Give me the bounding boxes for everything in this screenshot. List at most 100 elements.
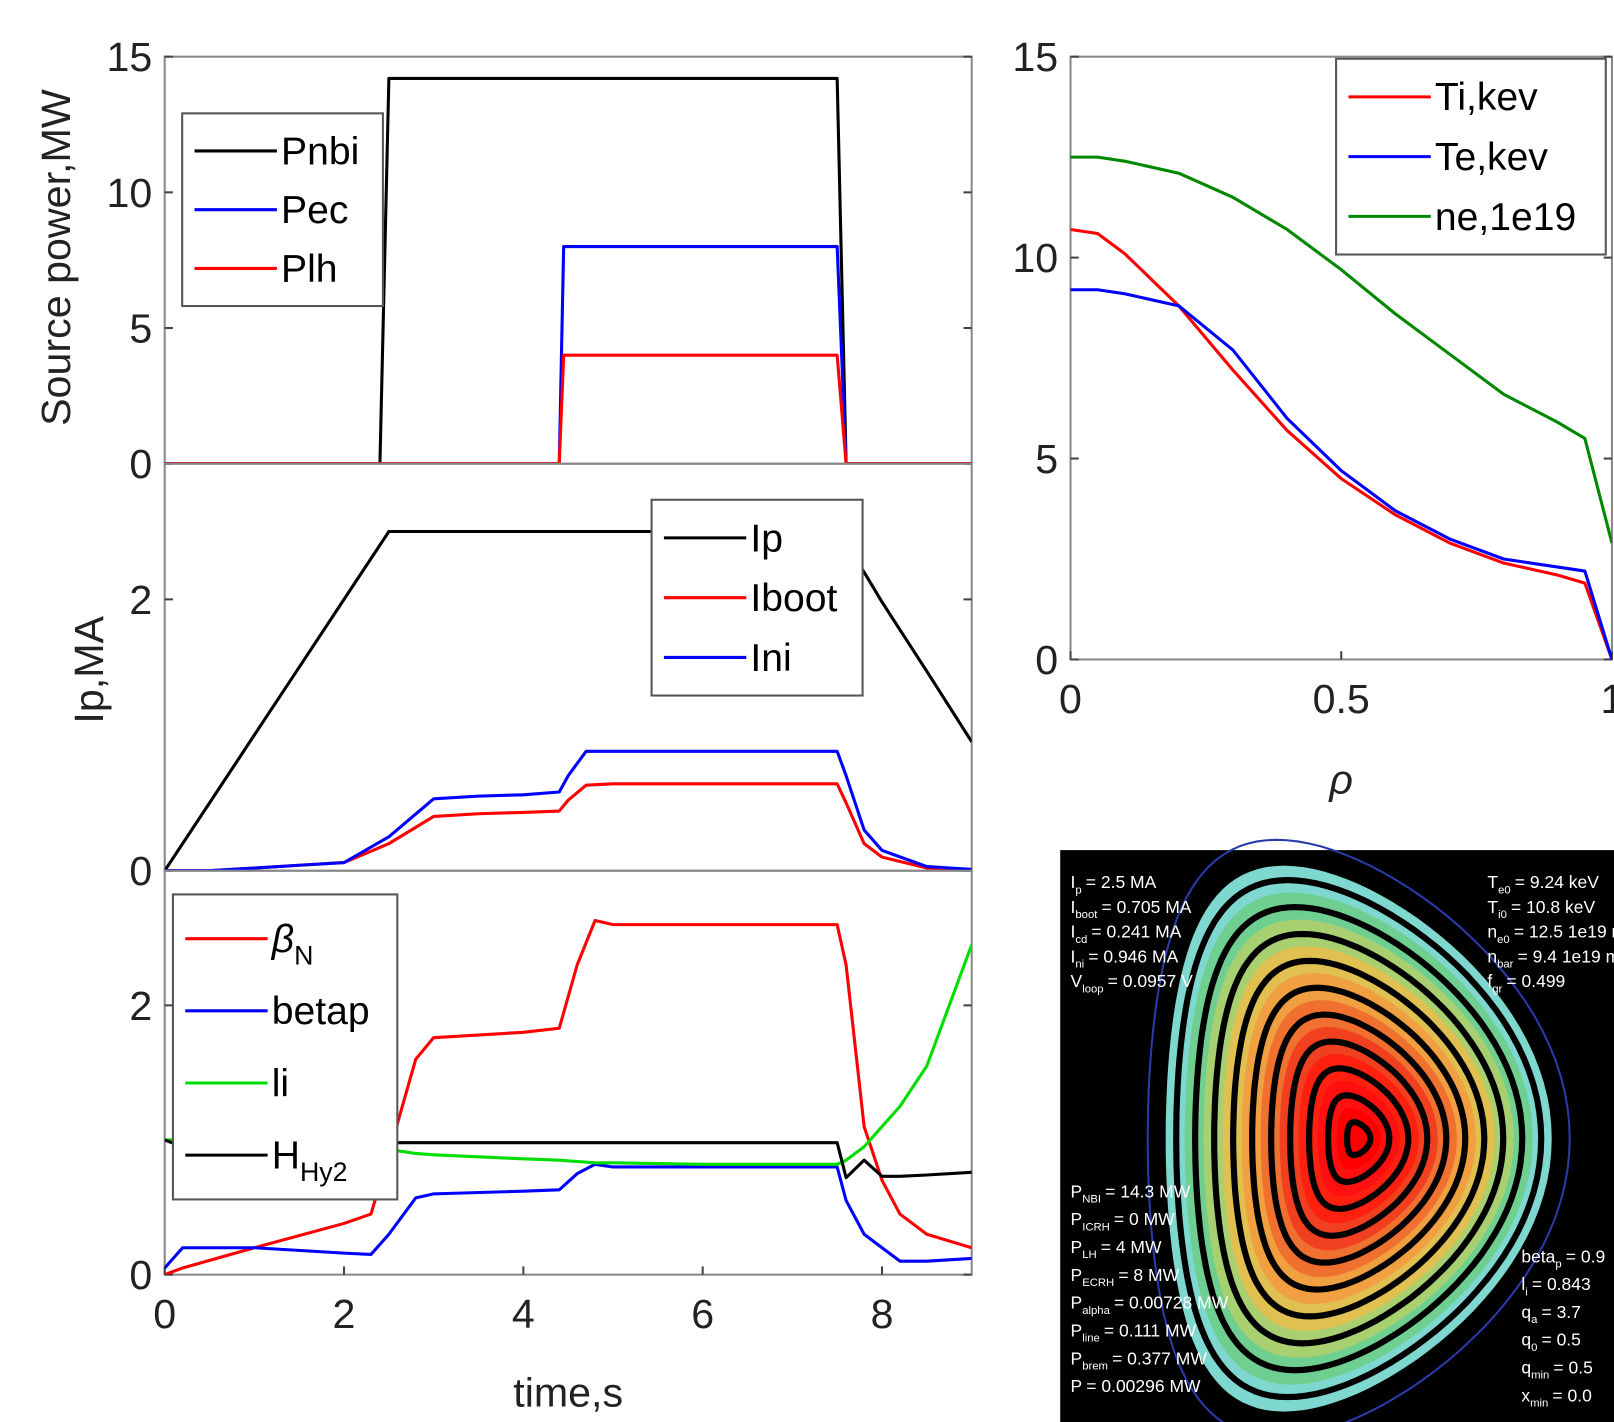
legend-label: Pnbi [281, 130, 359, 173]
subscript: boot [1075, 909, 1098, 921]
symbol: I [1071, 872, 1076, 892]
subscript: loop [1082, 983, 1103, 995]
legend-label: βN [271, 918, 314, 970]
legend-label: li [272, 1062, 289, 1105]
subscript: e0 [1497, 934, 1510, 946]
subscript: i [1525, 1286, 1528, 1298]
subscript: line [1082, 1333, 1100, 1345]
equilibrium-text: Ti0 = 10.8 keV [1487, 897, 1595, 921]
subscript: 0 [1531, 1342, 1537, 1354]
subscript: p [1555, 1258, 1561, 1270]
value-text: = 0.499 [1506, 971, 1565, 991]
value-text: = 4 MW [1101, 1237, 1162, 1257]
value-text: = 0.111 MW [1104, 1320, 1197, 1340]
x-tick-label: 4 [512, 1291, 535, 1337]
legend-subscript: N [294, 940, 313, 970]
legend-name: β [271, 918, 294, 961]
symbol: x [1521, 1385, 1530, 1405]
symbol: l [1521, 1274, 1525, 1294]
series-line [164, 749, 972, 871]
legend-name: H [272, 1134, 300, 1177]
y-axis-label: Ip,MA [66, 615, 112, 723]
symbol: I [1071, 897, 1076, 917]
equilibrium-text: qmin = 0.5 [1521, 1358, 1592, 1382]
value-text: = 10.8 keV [1511, 897, 1595, 917]
legend-label: Te,kev [1435, 136, 1548, 179]
equilibrium-text: Pline = 0.111 MW [1071, 1320, 1197, 1344]
symbol: P [1071, 1237, 1083, 1257]
legend-name: Te,kev [1435, 136, 1548, 179]
legend-name: Ti,kev [1435, 76, 1538, 119]
equilibrium-text: Ip = 2.5 MA [1071, 872, 1157, 896]
legend-name: ne,1e19 [1435, 196, 1576, 239]
contour-line [1192, 903, 1526, 1374]
value-text: = 0.5 [1553, 1358, 1592, 1378]
value-text: = 0.377 MW [1112, 1348, 1207, 1368]
flux-contours [1146, 838, 1571, 1422]
equilibrium-text: PICRH = 0 MW [1071, 1209, 1176, 1233]
y-tick-label: 5 [1035, 436, 1058, 482]
y-tick-label: 15 [107, 34, 153, 80]
x-tick-label: 2 [333, 1291, 356, 1337]
legend-label: Ip [750, 517, 783, 560]
subscript: ni [1075, 959, 1084, 971]
value-text: = 0.5 [1541, 1330, 1580, 1350]
contour-line [1173, 876, 1545, 1401]
symbol: I [1071, 922, 1076, 942]
equilibrium-text: qa = 3.7 [1521, 1302, 1581, 1326]
value-text: = 2.5 MA [1086, 872, 1157, 892]
value-text: = 0.00296 MW [1086, 1376, 1201, 1396]
subscript: cd [1075, 934, 1087, 946]
equilibrium-text: ne0 = 12.5 1e19 m [1487, 922, 1614, 946]
x-axis-label: ρ [1328, 756, 1353, 802]
series-line [164, 918, 972, 1275]
x-tick-label: 8 [871, 1291, 894, 1337]
subscript: ICRH [1082, 1221, 1110, 1233]
value-text: = 3.7 [1541, 1302, 1580, 1322]
equilibrium-text: PECRH = 8 MW [1071, 1265, 1180, 1289]
equilibrium-text: PNBI = 14.3 MW [1071, 1181, 1191, 1205]
contour-line [1306, 1065, 1412, 1213]
series-line [1070, 288, 1612, 660]
y-tick-label: 2 [129, 983, 152, 1029]
value-text: = 0 MW [1114, 1209, 1175, 1229]
contour-line [1268, 1011, 1450, 1266]
y-tick-label: 2 [129, 577, 152, 623]
value-text: = 0.0957 V [1108, 971, 1193, 991]
subscript: min [1530, 1398, 1548, 1410]
value-text: = 0.241 MA [1091, 922, 1181, 942]
legend-name: Plh [281, 248, 338, 291]
contour-line [1325, 1092, 1393, 1185]
symbol: beta [1521, 1246, 1555, 1266]
value-text: = 0.00728 MW [1114, 1293, 1229, 1313]
y-axis-label: Source power,MW [33, 89, 79, 426]
symbol: f [1487, 971, 1492, 991]
series-line [1070, 227, 1612, 660]
legend-name: Ini [750, 637, 791, 680]
equilibrium-text: Icd = 0.241 MA [1071, 922, 1182, 946]
y-tick-label: 5 [129, 305, 152, 351]
equilibrium-text: li = 0.843 [1521, 1274, 1590, 1298]
symbol: P [1071, 1348, 1083, 1368]
subscript: LH [1082, 1249, 1096, 1261]
legend-name: betap [272, 990, 370, 1033]
legend-label: betap [272, 990, 370, 1033]
equilibrium-text: nbar = 9.4 1e19 m [1487, 946, 1614, 970]
symbol: n [1487, 922, 1497, 942]
equilibrium-text: Iboot = 0.705 MA [1071, 897, 1192, 921]
value-text: = 0.0 [1552, 1385, 1592, 1405]
symbol: P [1071, 1376, 1083, 1396]
legend-label: HHy2 [272, 1134, 348, 1186]
plot-frame [163, 869, 973, 1276]
x-tick-label: 0 [153, 1291, 176, 1337]
legend-name: Ip [750, 517, 783, 560]
subscript: i0 [1498, 909, 1507, 921]
legend-label: Plh [281, 248, 338, 291]
symbol: P [1071, 1293, 1083, 1313]
equilibrium-text: Ini = 0.946 MA [1071, 946, 1179, 970]
contour-line [1249, 984, 1469, 1293]
value-text: = 8 MW [1118, 1265, 1179, 1285]
symbol: q [1521, 1302, 1531, 1322]
legend-name: Pnbi [281, 130, 359, 173]
